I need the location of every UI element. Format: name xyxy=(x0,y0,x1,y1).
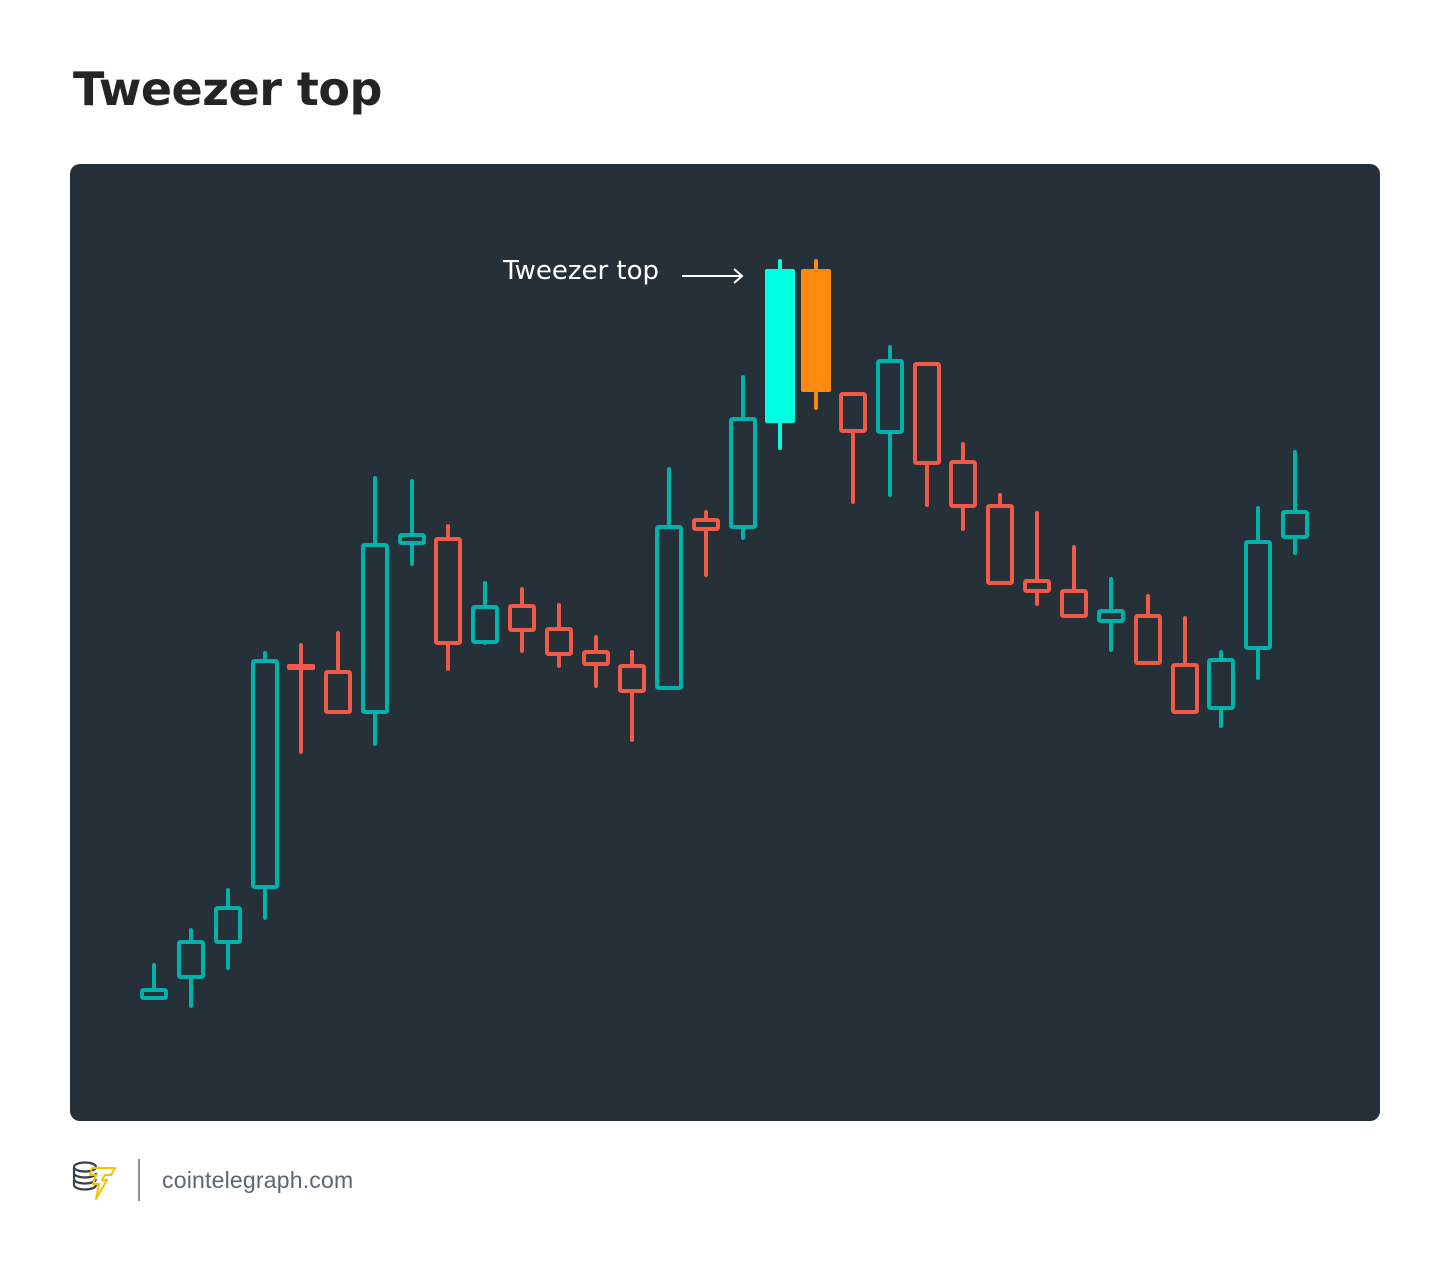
candle-1 xyxy=(140,963,168,1000)
candle-7 xyxy=(361,476,389,746)
candle-10 xyxy=(471,581,499,645)
footer-divider xyxy=(138,1159,140,1201)
candle-24 xyxy=(986,493,1014,585)
annotation-label: Tweezer top xyxy=(503,256,660,286)
candle-3 xyxy=(214,888,242,970)
tweezer-top-annotation: Tweezer top xyxy=(503,256,659,286)
candle-30 xyxy=(1207,650,1235,728)
candle-6 xyxy=(324,631,352,714)
candle-4 xyxy=(251,651,279,920)
candle-28 xyxy=(1134,594,1162,665)
candle-16 xyxy=(692,510,720,577)
candle-5 xyxy=(287,643,315,754)
candle-19 xyxy=(801,259,831,410)
candle-8 xyxy=(398,479,426,566)
candle-17 xyxy=(729,375,757,540)
cointelegraph-logo-icon xyxy=(72,1161,116,1200)
candle-11 xyxy=(508,587,536,653)
candle-31 xyxy=(1244,506,1272,680)
candle-29 xyxy=(1171,616,1199,714)
candle-23 xyxy=(949,442,977,531)
candle-27 xyxy=(1097,577,1125,652)
candle-2 xyxy=(177,928,205,1008)
candle-22 xyxy=(913,362,941,507)
candle-12 xyxy=(545,603,573,668)
candle-20 xyxy=(839,392,867,504)
candle-32 xyxy=(1281,450,1309,555)
footer: cointelegraph.com xyxy=(72,1158,353,1202)
candle-26 xyxy=(1060,545,1088,618)
candle-21 xyxy=(876,345,904,497)
candle-15 xyxy=(655,467,683,690)
site-name: cointelegraph.com xyxy=(162,1166,354,1193)
candle-13 xyxy=(582,635,610,688)
candle-18 xyxy=(765,259,795,450)
candle-14 xyxy=(618,650,646,742)
candle-25 xyxy=(1023,511,1051,606)
page-title: Tweezer top xyxy=(73,62,382,116)
right-arrow-icon xyxy=(682,268,744,284)
candle-9 xyxy=(434,524,462,671)
